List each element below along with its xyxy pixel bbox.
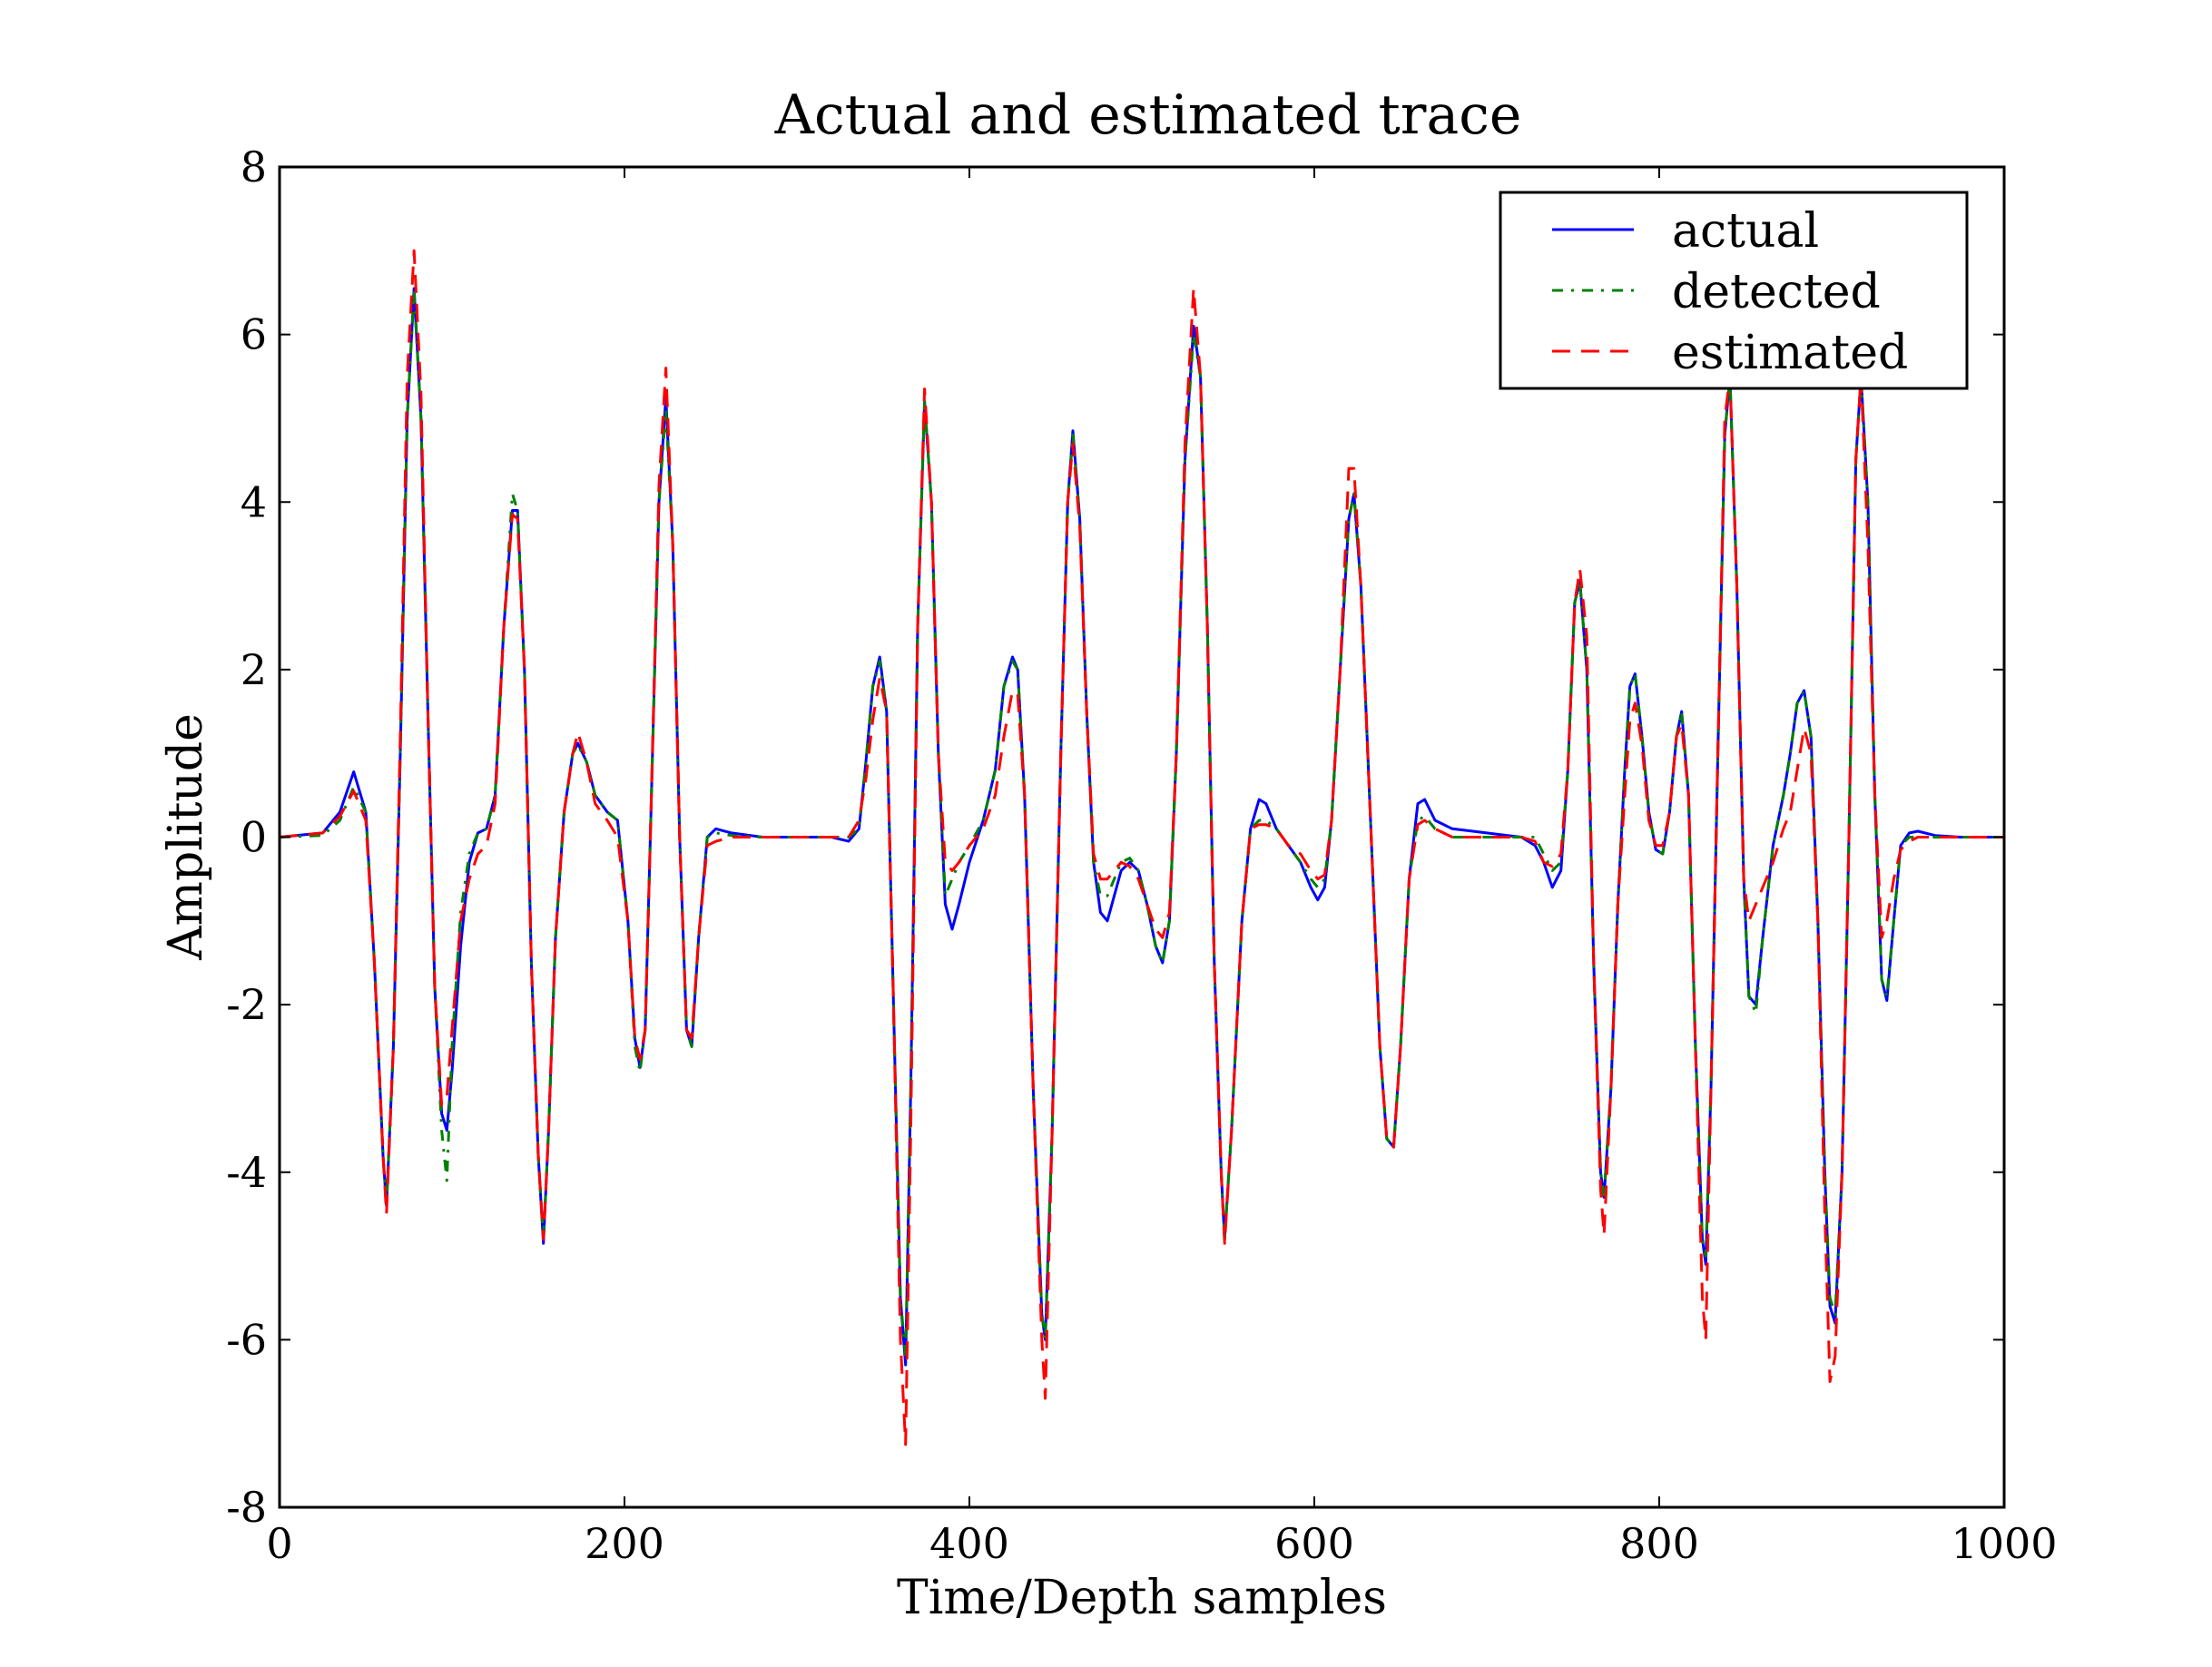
legend-label-actual: actual <box>1672 204 1819 259</box>
x-tick-label: 800 <box>1619 1519 1699 1568</box>
legend: actual detected estimated <box>1499 191 1969 390</box>
y-tick-label: -6 <box>226 1315 267 1364</box>
series-layer <box>279 249 2004 1446</box>
y-axis-label: Amplitude <box>159 713 213 961</box>
y-tick-label: -8 <box>226 1483 267 1532</box>
x-tick-label: 400 <box>929 1519 1009 1568</box>
x-tick-label: 200 <box>585 1519 664 1568</box>
ticks-layer <box>279 166 2005 1508</box>
legend-label-estimated: estimated <box>1672 326 1908 380</box>
plot-area <box>278 165 2006 1509</box>
legend-frame <box>1499 191 1969 390</box>
series-line-estimated <box>279 249 2004 1446</box>
y-tick-label: 6 <box>241 310 267 359</box>
x-axis-label: Time/Depth samples <box>897 1571 1387 1625</box>
y-tick-label: 2 <box>241 645 267 694</box>
x-tick-label: 1000 <box>1951 1519 2057 1568</box>
x-tick-label: 600 <box>1274 1519 1354 1568</box>
x-tick-label: 0 <box>266 1519 292 1568</box>
axes-frame <box>278 165 2006 1509</box>
y-tick-labels: 8 6 4 2 0 -2 -4 -6 -8 <box>226 142 267 1532</box>
y-tick-label: -2 <box>226 980 267 1029</box>
y-tick-label: 0 <box>241 813 267 862</box>
y-tick-label: 4 <box>241 477 267 526</box>
x-tick-labels: 0 200 400 600 800 1000 <box>266 1519 2057 1568</box>
y-tick-label: 8 <box>241 142 267 191</box>
chart-title: Actual and estimated trace <box>774 83 1522 147</box>
legend-label-detected: detected <box>1672 265 1881 319</box>
y-tick-label: -4 <box>226 1148 267 1197</box>
